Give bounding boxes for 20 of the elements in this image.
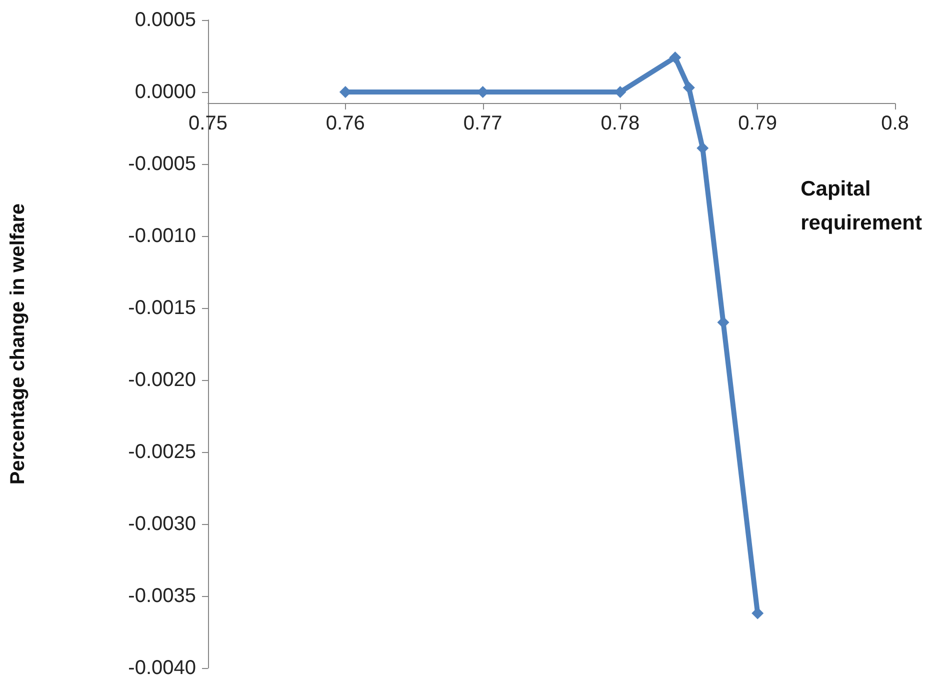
x-tick-label: 0.78 [600, 112, 640, 135]
x-tick-label: 0.79 [738, 112, 778, 135]
point [669, 51, 682, 64]
y-tick-label: 0.0005 [134, 9, 196, 31]
x-tick-label: 0.8 [881, 112, 909, 135]
x-axis-title: Capital requirement [800, 178, 922, 234]
x-tick-label: 0.77 [463, 112, 502, 135]
y-tick-label: -0.0015 [128, 297, 196, 319]
point [682, 82, 695, 94]
y-tick-label: -0.0040 [128, 657, 196, 679]
y-tick-label: -0.0010 [128, 225, 196, 247]
y-tick-label: 0.0000 [134, 81, 196, 103]
x-tick-label: 0.75 [188, 112, 228, 135]
y-tick-label: -0.0035 [128, 585, 196, 607]
y-tick-label: -0.0030 [128, 513, 196, 535]
y-tick-label: -0.0025 [128, 441, 196, 463]
x-tick-label: 0.76 [326, 112, 365, 135]
y-tick-label: -0.0020 [128, 369, 196, 391]
y-tick-label: -0.0005 [128, 153, 196, 175]
y-axis-title: Percentage change in welfare [7, 203, 29, 485]
